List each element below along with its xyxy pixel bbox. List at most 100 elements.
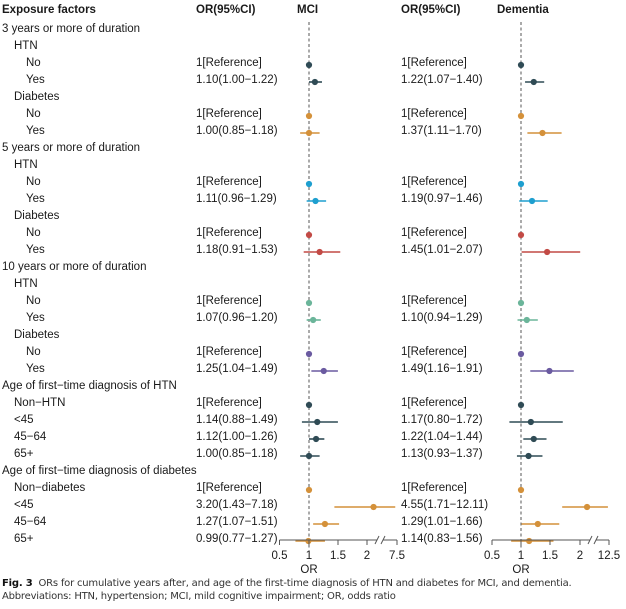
- row-label: No: [26, 108, 41, 120]
- mci-or-ci-text: 1[Reference]: [196, 57, 262, 69]
- dementia-point-estimate: [530, 435, 537, 443]
- dementia-point-estimate: [517, 231, 525, 239]
- mci-point-estimate: [310, 316, 317, 324]
- dementia-x-tick-label: 1: [518, 550, 524, 562]
- mci-point-estimate: [305, 537, 312, 545]
- dementia-or-ci-text: 1.17(0.80−1.72): [401, 414, 483, 426]
- mci-or-ci-text: 1.12(1.00−1.26): [196, 431, 278, 443]
- mci-or-ci-text: 1.25(1.04−1.49): [196, 363, 278, 375]
- dementia-or-ci-text: 1[Reference]: [401, 57, 467, 69]
- row-label: No: [26, 346, 41, 358]
- row-subgroup-heading: Diabetes: [14, 329, 60, 341]
- mci-x-axis-label: OR: [300, 564, 317, 576]
- dementia-point-estimate: [528, 197, 536, 205]
- mci-point-estimate: [305, 350, 313, 358]
- dementia-point-estimate: [525, 452, 532, 460]
- figure-caption: Fig. 3 ORs for cumulative years after, a…: [2, 577, 622, 603]
- dementia-or-ci-text: 4.55(1.71−12.11): [401, 499, 489, 511]
- row-label: <45: [14, 499, 34, 511]
- mci-or-ci-text: 1[Reference]: [196, 108, 262, 120]
- row-label: 65+: [14, 448, 34, 460]
- dementia-or-ci-text: 1.29(1.01−1.66): [401, 516, 483, 528]
- mci-point-estimate: [312, 435, 320, 443]
- mci-point-estimate: [312, 197, 319, 205]
- row-subgroup-heading: Diabetes: [14, 91, 60, 103]
- header-or-mci: OR(95%CI): [196, 4, 256, 16]
- dementia-or-ci-text: 1.37(1.11−1.70): [401, 125, 482, 137]
- caption-text: ORs for cumulative years after, and age …: [2, 578, 572, 602]
- mci-point-estimate: [316, 248, 323, 256]
- mci-or-ci-text: 1.14(0.88−1.49): [196, 414, 278, 426]
- dementia-point-estimate: [517, 486, 525, 494]
- dementia-x-tick-label: 12.5: [598, 550, 620, 562]
- mci-or-ci-text: 1[Reference]: [196, 346, 262, 358]
- row-label: No: [26, 295, 41, 307]
- dementia-or-ci-text: 1[Reference]: [401, 482, 467, 494]
- dementia-or-ci-text: 1.10(0.94−1.29): [401, 312, 483, 324]
- dementia-or-ci-text: 1[Reference]: [401, 176, 467, 188]
- dementia-point-estimate: [517, 180, 525, 188]
- dementia-x-tick-label: 1.5: [542, 550, 558, 562]
- dementia-point-estimate: [544, 248, 551, 256]
- mci-axis-break-mark: [380, 535, 386, 545]
- header-exposure-factors: Exposure factors: [2, 4, 96, 16]
- header-mci: MCI: [297, 4, 319, 16]
- mci-or-ci-text: 1.10(1.00−1.22): [196, 74, 278, 86]
- mci-point-estimate: [305, 452, 313, 460]
- mci-axis-break-mark: [374, 535, 380, 545]
- mci-or-ci-text: 1[Reference]: [196, 227, 262, 239]
- dementia-or-ci-text: 1.14(0.83−1.56): [401, 533, 483, 545]
- header-or-dementia: OR(95%CI): [401, 4, 461, 16]
- row-label: Yes: [26, 125, 45, 137]
- mci-point-estimate: [311, 78, 318, 86]
- dementia-point-estimate: [546, 367, 553, 375]
- dementia-or-ci-text: 1.22(1.07−1.40): [401, 74, 483, 86]
- mci-x-tick-label: 1: [306, 550, 312, 562]
- dementia-point-estimate: [583, 503, 591, 511]
- mci-point-estimate: [305, 231, 313, 239]
- row-group-heading: 10 years or more of duration: [2, 261, 147, 273]
- row-label: Yes: [26, 363, 45, 375]
- mci-or-ci-text: 1[Reference]: [196, 482, 262, 494]
- row-label: No: [26, 227, 41, 239]
- dementia-point-estimate: [530, 78, 537, 86]
- dementia-point-estimate: [517, 350, 525, 358]
- mci-or-ci-text: 1.00(0.85−1.18): [196, 448, 278, 460]
- mci-point-estimate: [321, 520, 329, 528]
- mci-point-estimate: [305, 61, 313, 69]
- dementia-point-estimate: [539, 129, 546, 137]
- mci-point-estimate: [305, 129, 313, 137]
- row-group-heading: Age of first−time diagnosis of diabetes: [2, 465, 197, 477]
- dementia-point-estimate: [527, 418, 534, 426]
- row-label: 45−64: [14, 516, 47, 528]
- dementia-or-ci-text: 1.45(1.01−2.07): [401, 244, 483, 256]
- row-subgroup-heading: HTN: [14, 40, 38, 52]
- mci-or-ci-text: 1.11(0.96−1.29): [196, 193, 277, 205]
- mci-x-tick-label: 0.5: [272, 550, 288, 562]
- dementia-or-ci-text: 1[Reference]: [401, 397, 467, 409]
- mci-or-ci-text: 0.99(0.77−1.27): [196, 533, 278, 545]
- mci-point-estimate: [305, 112, 313, 120]
- mci-x-tick-label: 7.5: [389, 550, 405, 562]
- mci-point-estimate: [320, 367, 327, 375]
- mci-or-ci-text: 1.00(0.85−1.18): [196, 125, 278, 137]
- mci-point-estimate: [305, 180, 313, 188]
- dementia-point-estimate: [517, 61, 525, 69]
- header-dementia: Dementia: [497, 4, 549, 16]
- mci-point-estimate: [305, 486, 313, 494]
- dementia-or-ci-text: 1.22(1.04−1.44): [401, 431, 483, 443]
- dementia-point-estimate: [517, 401, 525, 409]
- mci-point-estimate: [305, 299, 313, 307]
- row-label: Yes: [26, 74, 45, 86]
- row-group-heading: 3 years or more of duration: [2, 23, 141, 35]
- mci-or-ci-text: 1[Reference]: [196, 176, 262, 188]
- dementia-or-ci-text: 1[Reference]: [401, 295, 467, 307]
- mci-or-ci-text: 1.18(0.91−1.53): [196, 244, 278, 256]
- mci-point-estimate: [314, 418, 321, 426]
- dementia-or-ci-text: 1.13(0.93−1.37): [401, 448, 483, 460]
- mci-x-tick-label: 2: [364, 550, 370, 562]
- dementia-or-ci-text: 1.19(0.97−1.46): [401, 193, 483, 205]
- row-group-heading: 5 years or more of duration: [2, 142, 141, 154]
- dementia-x-tick-label: 0.5: [484, 550, 500, 562]
- dementia-axis-break-mark: [593, 535, 599, 545]
